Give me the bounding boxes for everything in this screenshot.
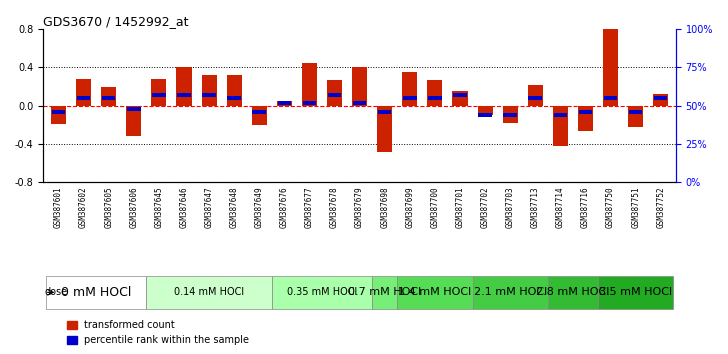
Text: GSM387606: GSM387606 — [130, 187, 138, 228]
Bar — [102, 96, 116, 100]
Text: GSM387699: GSM387699 — [405, 187, 414, 228]
Bar — [528, 85, 543, 105]
Bar — [126, 105, 141, 136]
Text: GSM387601: GSM387601 — [54, 187, 63, 228]
Text: GSM387701: GSM387701 — [456, 187, 464, 228]
Bar — [176, 67, 191, 105]
Text: GSM387750: GSM387750 — [606, 187, 615, 228]
Bar — [127, 107, 141, 111]
Bar — [226, 75, 242, 105]
Bar — [177, 93, 191, 97]
Text: GSM387645: GSM387645 — [154, 187, 163, 228]
FancyBboxPatch shape — [397, 276, 472, 309]
FancyBboxPatch shape — [146, 276, 272, 309]
Bar — [629, 110, 642, 114]
Bar — [403, 72, 417, 105]
Text: 2.8 mM HOCl: 2.8 mM HOCl — [537, 287, 609, 297]
Text: GSM387698: GSM387698 — [380, 187, 389, 228]
Bar — [52, 110, 66, 114]
Bar — [327, 80, 342, 105]
FancyBboxPatch shape — [272, 276, 372, 309]
Bar — [253, 110, 266, 114]
Bar — [453, 91, 467, 105]
Bar — [503, 113, 517, 117]
Bar — [502, 105, 518, 123]
Text: GSM387679: GSM387679 — [355, 187, 364, 228]
Bar — [277, 101, 292, 105]
Bar — [553, 113, 567, 117]
Bar — [403, 96, 416, 100]
Bar — [653, 94, 668, 105]
Text: 2.1 mM HOCl: 2.1 mM HOCl — [473, 287, 547, 297]
Text: GSM387649: GSM387649 — [255, 187, 264, 228]
Bar — [603, 29, 618, 105]
Bar — [428, 96, 442, 100]
Bar — [553, 105, 568, 146]
FancyBboxPatch shape — [547, 276, 598, 309]
Bar — [579, 110, 592, 114]
Text: GSM387702: GSM387702 — [480, 187, 490, 228]
Bar — [51, 105, 66, 124]
Text: GSM387605: GSM387605 — [104, 187, 114, 228]
Text: GSM387646: GSM387646 — [180, 187, 189, 228]
Bar — [378, 110, 392, 114]
Bar — [353, 101, 366, 104]
Bar — [101, 86, 116, 105]
Text: 3.5 mM HOCl: 3.5 mM HOCl — [599, 287, 672, 297]
Bar — [478, 113, 492, 117]
Bar — [151, 79, 167, 105]
Bar — [227, 96, 241, 100]
Text: GSM387677: GSM387677 — [305, 187, 314, 228]
FancyBboxPatch shape — [372, 276, 397, 309]
Bar — [303, 101, 316, 104]
Bar — [152, 93, 166, 97]
Text: GSM387700: GSM387700 — [430, 187, 440, 228]
Bar — [604, 96, 617, 100]
Bar — [202, 93, 215, 97]
Text: 0.14 mM HOCl: 0.14 mM HOCl — [174, 287, 244, 297]
Bar — [277, 101, 291, 104]
FancyBboxPatch shape — [46, 276, 146, 309]
Text: GSM387714: GSM387714 — [556, 187, 565, 228]
Bar — [328, 93, 341, 97]
Bar — [529, 96, 542, 100]
Bar — [302, 63, 317, 105]
Bar — [77, 96, 90, 100]
Text: GSM387602: GSM387602 — [79, 187, 88, 228]
Text: GSM387648: GSM387648 — [229, 187, 239, 228]
Text: GSM387716: GSM387716 — [581, 187, 590, 228]
Text: GSM387751: GSM387751 — [631, 187, 640, 228]
Legend: transformed count, percentile rank within the sample: transformed count, percentile rank withi… — [63, 316, 253, 349]
Text: GSM387752: GSM387752 — [656, 187, 665, 228]
Text: GSM387676: GSM387676 — [280, 187, 289, 228]
FancyBboxPatch shape — [598, 276, 673, 309]
Text: GDS3670 / 1452992_at: GDS3670 / 1452992_at — [44, 15, 189, 28]
Bar — [628, 105, 643, 127]
Bar — [202, 75, 217, 105]
Bar — [478, 105, 493, 115]
Bar — [252, 105, 266, 125]
FancyBboxPatch shape — [472, 276, 547, 309]
Text: GSM387703: GSM387703 — [506, 187, 515, 228]
Text: GSM387713: GSM387713 — [531, 187, 539, 228]
Text: GSM387678: GSM387678 — [330, 187, 339, 228]
Text: 0 mM HOCl: 0 mM HOCl — [61, 286, 131, 299]
Bar — [377, 105, 392, 152]
Text: dose: dose — [44, 287, 68, 297]
Bar — [76, 79, 91, 105]
Text: GSM387647: GSM387647 — [205, 187, 213, 228]
Bar — [578, 105, 593, 131]
Bar — [654, 96, 668, 100]
Text: 0.35 mM HOCl: 0.35 mM HOCl — [287, 287, 357, 297]
Bar — [352, 67, 367, 105]
Text: 0.7 mM HOCl: 0.7 mM HOCl — [348, 287, 422, 297]
Text: 1.4 mM HOCl: 1.4 mM HOCl — [398, 287, 472, 297]
Bar — [427, 80, 443, 105]
Bar — [454, 93, 467, 97]
